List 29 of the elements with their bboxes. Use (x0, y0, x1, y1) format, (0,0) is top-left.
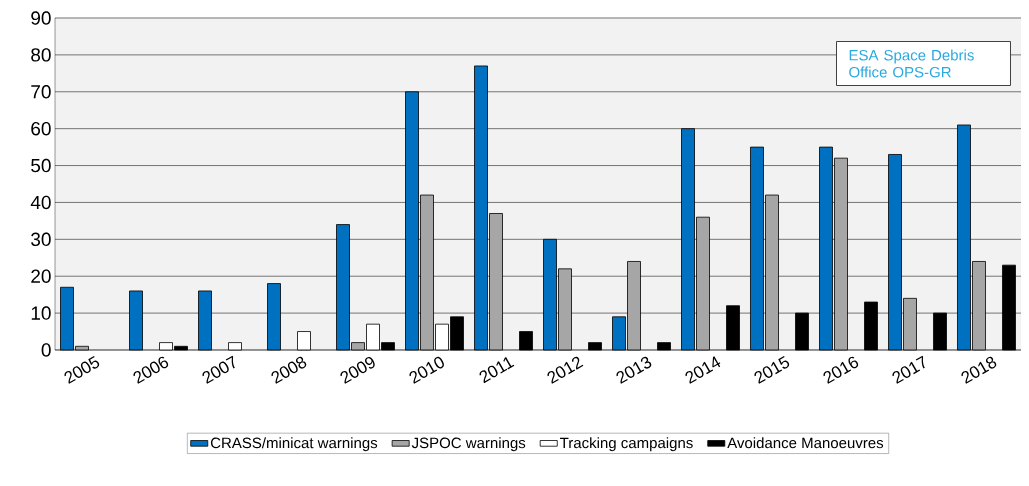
y-tick-label: 30 (31, 232, 51, 247)
y-tick-label: 80 (31, 48, 51, 62)
x-tick-label: 2011 (479, 357, 515, 384)
annotation: ESA Space Debris Office OPS-GR (849, 49, 974, 78)
x-tick-label: 2006 (133, 356, 169, 384)
x-tick-label: 2007 (202, 355, 235, 384)
y-tick-label: 20 (31, 269, 51, 283)
x-tick-label: 2015 (754, 355, 790, 384)
y-tick-label: 10 (31, 306, 51, 320)
x-tick-label: 2005 (64, 355, 100, 384)
y-tick-label: 90 (31, 11, 51, 25)
y-tick-label: 50 (31, 158, 51, 173)
x-tick-label: 2010 (409, 356, 444, 384)
y-tick-label: 0 (41, 343, 51, 357)
x-tick-label: 2013 (616, 356, 652, 384)
x-tick-label: 2014 (685, 356, 721, 384)
legend-label: CRASS/minicat warnings (210, 437, 378, 452)
x-tick-label: 2016 (823, 356, 859, 384)
y-tick-label: 40 (30, 195, 51, 210)
y-tick-label: 70 (31, 85, 51, 99)
x-tick-label: 2017 (892, 355, 925, 384)
y-tick-label: 60 (31, 121, 51, 136)
legend-label: Tracking campaigns (560, 437, 693, 452)
x-tick-label: 2018 (961, 356, 997, 384)
x-tick-label: 2012 (547, 356, 584, 384)
legend-label: Avoidance Manoeuvres (727, 437, 884, 449)
x-tick-label: 2009 (340, 356, 375, 384)
legend-label: JSPOC warnings (411, 437, 526, 452)
x-tick-label: 2008 (271, 356, 307, 384)
